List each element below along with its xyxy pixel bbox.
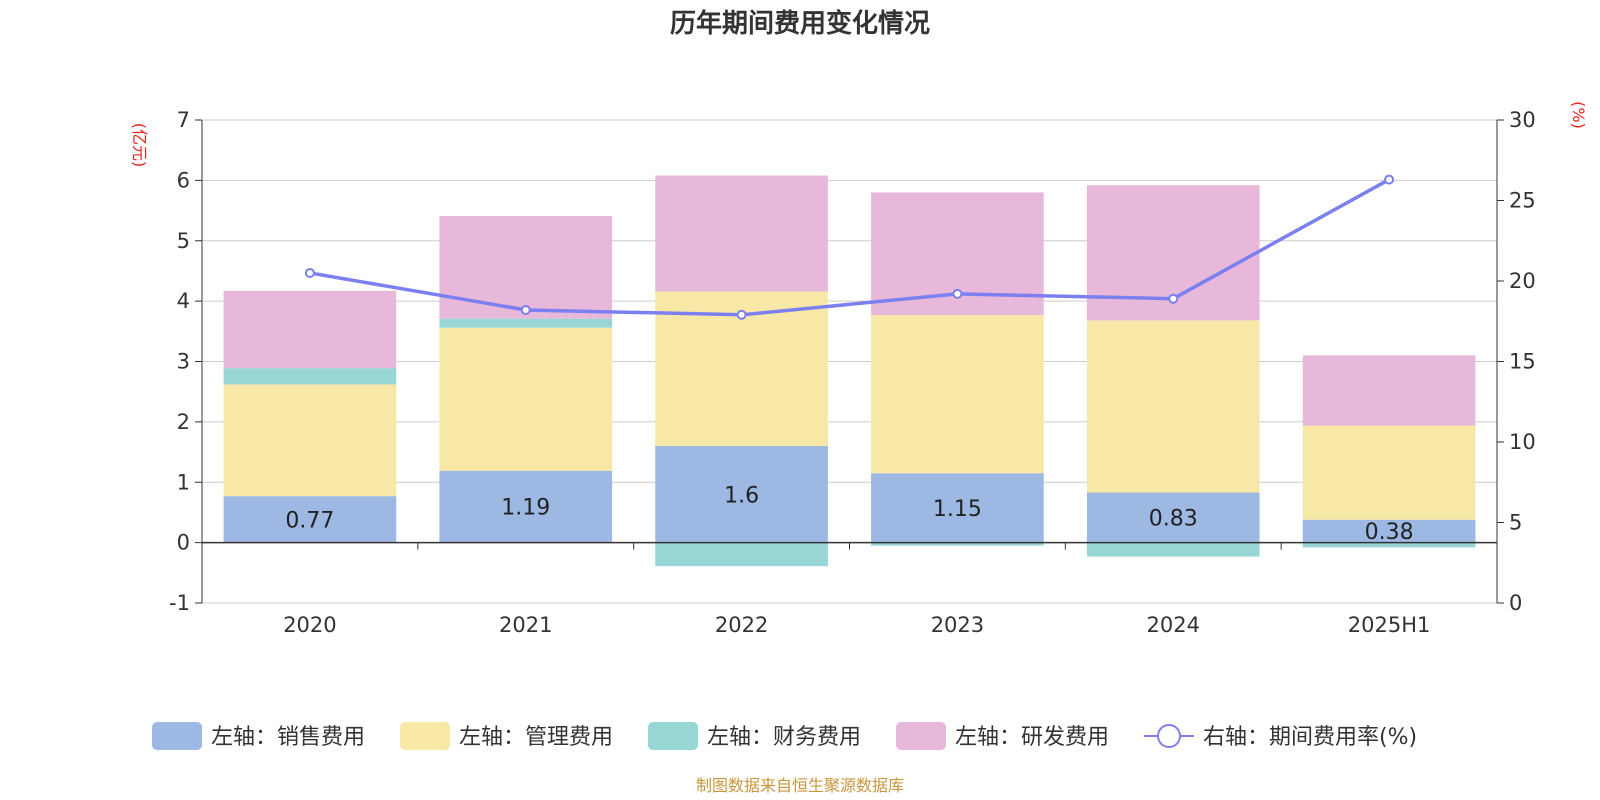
rate-point	[520, 304, 531, 315]
axes: -1 0 1 2 3 4 5 6 7 0 5 10 15 20 25 30 2020 2021 2022 2023 20…	[169, 108, 1536, 637]
data-label: 1.6	[724, 483, 759, 508]
right-tick-label: 30	[1509, 108, 1536, 132]
right-tick-label: 20	[1509, 269, 1536, 293]
rate-line-path	[309, 178, 1390, 317]
x-tick-label: 2022	[715, 613, 768, 637]
bar-segment	[871, 542, 1044, 546]
rate-point	[736, 309, 747, 320]
data-label: 1.19	[501, 496, 550, 521]
bar-segment	[1302, 519, 1476, 543]
source-note: 制图数据来自恒生聚源数据库	[696, 776, 904, 795]
data-labels: 0.77 1.19 1.6 1.15 0.83 0.38	[285, 483, 1413, 545]
right-tick-label: 10	[1509, 430, 1536, 454]
right-tick-label: 0	[1509, 591, 1522, 615]
rate-point	[304, 267, 315, 278]
rate-point	[1384, 174, 1395, 185]
bar-segment	[655, 542, 828, 567]
right-axis-unit: (%)	[1569, 101, 1588, 129]
legend-label: 左轴：管理费用	[459, 725, 613, 750]
legend-label: 左轴：财务费用	[707, 725, 861, 750]
chart-title: 历年期间费用变化情况	[670, 8, 930, 39]
legend-swatch	[648, 722, 698, 750]
bar-segment	[871, 315, 1044, 474]
left-axis-unit: (亿元)	[130, 123, 149, 168]
right-tick-label: 25	[1509, 189, 1536, 213]
left-tick-label: 4	[177, 289, 190, 313]
left-tick-label: 3	[177, 350, 190, 374]
bar-segment	[1086, 492, 1260, 543]
bar-segment	[655, 446, 828, 543]
bar-segment	[1302, 542, 1476, 548]
data-label: 1.15	[933, 497, 982, 522]
bar-segment	[1086, 542, 1260, 557]
right-tick-label: 15	[1509, 350, 1536, 374]
legend-swatch	[400, 722, 450, 750]
bar-segment	[439, 327, 613, 471]
bar-segment	[223, 368, 397, 385]
left-tick-label: 0	[177, 531, 190, 555]
legend-label: 右轴：期间费用率(%)	[1203, 725, 1417, 750]
data-label: 0.38	[1365, 520, 1414, 545]
data-label: 0.83	[1149, 507, 1198, 532]
bar-segment	[439, 215, 613, 319]
x-tick-label: 2020	[283, 613, 336, 637]
legend-label: 左轴：销售费用	[211, 725, 365, 750]
legend-swatch	[152, 722, 202, 750]
x-tick-label: 2025H1	[1348, 613, 1431, 637]
x-tick-label: 2024	[1147, 613, 1200, 637]
left-tick-label: 5	[177, 229, 190, 253]
bar-segment	[655, 175, 828, 292]
bar-segment	[223, 496, 397, 543]
rate-point	[952, 288, 963, 299]
left-tick-label: 2	[177, 410, 190, 434]
left-tick-label: -1	[169, 591, 190, 615]
bar-segment	[1302, 355, 1476, 426]
bar-segment	[223, 384, 397, 497]
rate-point	[1168, 293, 1179, 304]
left-tick-label: 6	[177, 168, 190, 192]
x-tick-label: 2023	[931, 613, 984, 637]
legend-marker	[1157, 724, 1181, 748]
right-tick-label: 5	[1509, 511, 1522, 535]
left-tick-label: 1	[177, 470, 190, 494]
bar-segment	[439, 470, 613, 543]
grid	[202, 119, 1497, 604]
data-label: 0.77	[285, 508, 334, 533]
legend: 左轴：销售费用 左轴：管理费用 左轴：财务费用 左轴：研发费用 右轴：期间费用率(%)	[152, 722, 1417, 750]
bar-segment	[439, 318, 613, 328]
bar-segment	[871, 473, 1044, 543]
bar-segment	[1086, 320, 1260, 493]
bar-segment	[223, 290, 397, 369]
legend-swatch	[896, 722, 946, 750]
rate-line	[304, 174, 1395, 320]
x-tick-label: 2021	[499, 613, 552, 637]
left-tick-label: 7	[177, 108, 190, 132]
bar-segment	[1302, 425, 1476, 520]
legend-label: 左轴：研发费用	[955, 725, 1109, 750]
